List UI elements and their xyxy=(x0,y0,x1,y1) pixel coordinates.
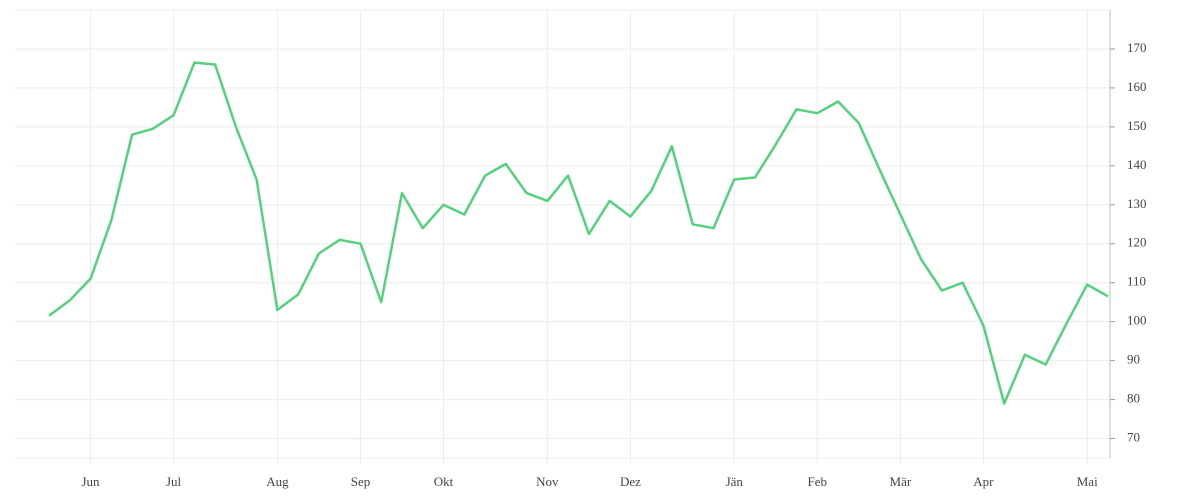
x-tick-label: Aug xyxy=(266,474,289,489)
y-tick-label: 160 xyxy=(1127,79,1147,94)
x-tick-label: Jän xyxy=(726,474,744,489)
x-tick-label: Mär xyxy=(890,474,912,489)
y-tick-label: 130 xyxy=(1127,196,1147,211)
x-tick-label: Jun xyxy=(81,474,100,489)
x-tick-label: Dez xyxy=(620,474,641,489)
x-tick-label: Nov xyxy=(536,474,559,489)
y-tick-label: 80 xyxy=(1127,391,1140,406)
data-line xyxy=(48,61,1109,405)
x-tick-label: Feb xyxy=(808,474,828,489)
y-tick-label: 70 xyxy=(1127,430,1140,445)
x-tick-label: Sep xyxy=(351,474,371,489)
x-tick-label: Mai xyxy=(1077,474,1098,489)
y-tick-label: 120 xyxy=(1127,235,1147,250)
y-tick-label: 170 xyxy=(1127,40,1147,55)
x-tick-label: Okt xyxy=(434,474,454,489)
y-tick-label: 140 xyxy=(1127,157,1147,172)
x-tick-label: Apr xyxy=(973,474,994,489)
y-tick-label: 150 xyxy=(1127,118,1147,133)
y-tick-label: 110 xyxy=(1127,274,1146,289)
y-tick-label: 90 xyxy=(1127,352,1140,367)
x-tick-label: Jul xyxy=(166,474,182,489)
y-tick-label: 100 xyxy=(1127,313,1147,328)
